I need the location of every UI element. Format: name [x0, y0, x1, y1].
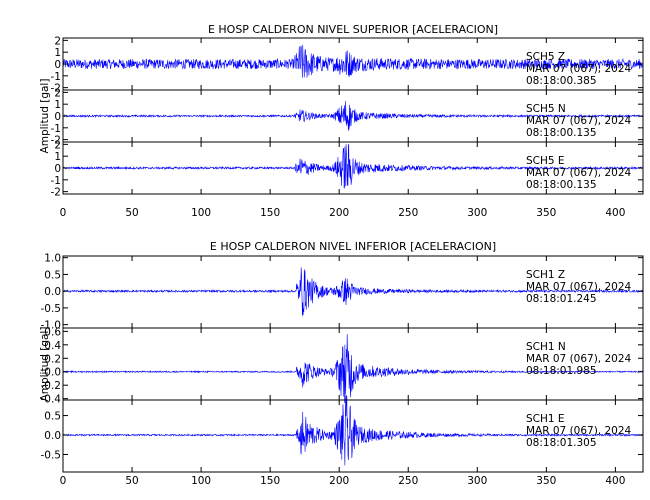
waveform-trace [62, 44, 644, 78]
station-label: SCH1 E [526, 413, 565, 425]
x-tick-label: 250 [398, 207, 418, 219]
y-axis-label: Amplitud [gal] [39, 79, 51, 154]
y-tick-label: 0.4 [44, 340, 61, 352]
station-label: SCH1 Z [526, 269, 565, 281]
date-label: MAR 07 (067), 2024 [526, 425, 632, 437]
x-tick-label: 400 [605, 207, 625, 219]
date-label: MAR 07 (067), 2024 [526, 353, 632, 365]
y-tick-label: -0.2 [41, 380, 62, 392]
x-tick-label: 150 [260, 207, 280, 219]
y-tick-label: -2 [51, 83, 61, 95]
y-tick-label: 0.5 [44, 411, 61, 423]
y-tick-label: 2 [54, 87, 61, 99]
x-tick-label: 200 [329, 207, 349, 219]
x-tick-label: 350 [536, 475, 556, 487]
y-tick-label: 1 [54, 47, 61, 59]
y-tick-label: 1 [54, 151, 61, 163]
waveform-trace [62, 101, 644, 131]
date-label: MAR 07 (067), 2024 [526, 63, 632, 75]
y-tick-label: 0.0 [44, 286, 61, 298]
waveform-trace [62, 143, 644, 189]
waveform-trace [62, 267, 644, 316]
x-tick-label: 0 [60, 475, 67, 487]
x-tick-label: 300 [467, 207, 487, 219]
x-tick-label: 400 [605, 475, 625, 487]
time-label: 08:18:00.135 [526, 179, 597, 191]
x-tick-label: 300 [467, 475, 487, 487]
y-tick-label: 0.5 [44, 269, 61, 281]
y-tick-label: 0.2 [44, 353, 61, 365]
time-label: 08:18:01.305 [526, 437, 597, 449]
waveform-trace [62, 334, 644, 404]
station-label: SCH1 N [526, 341, 566, 353]
y-tick-label: -1 [51, 175, 61, 187]
station-label: SCH5 Z [526, 51, 565, 63]
x-tick-label: 0 [60, 207, 67, 219]
y-tick-label: -0.4 [41, 394, 62, 406]
waveform-trace [62, 395, 644, 466]
y-tick-label: 1 [54, 99, 61, 111]
y-axis-label: Amplitud [gal] [39, 327, 51, 402]
x-tick-label: 150 [260, 475, 280, 487]
y-tick-label: -1.0 [41, 320, 62, 332]
x-tick-label: 100 [191, 475, 211, 487]
y-tick-label: -2 [51, 135, 61, 147]
y-tick-label: -2 [51, 187, 61, 199]
time-label: 08:18:00.135 [526, 127, 597, 139]
station-label: SCH5 N [526, 103, 566, 115]
x-tick-label: 250 [398, 475, 418, 487]
x-tick-label: 200 [329, 475, 349, 487]
y-tick-label: 2 [54, 139, 61, 151]
chart-2: E HOSP CALDERON NIVEL INFERIOR [ACELERAC… [39, 240, 644, 487]
y-tick-label: 2 [54, 35, 61, 47]
x-tick-label: 50 [125, 207, 138, 219]
y-tick-label: -1 [51, 71, 61, 83]
x-tick-label: 100 [191, 207, 211, 219]
y-tick-label: 0.6 [44, 326, 61, 338]
y-tick-label: 0 [54, 111, 61, 123]
x-tick-label: 350 [536, 207, 556, 219]
y-tick-label: 0.0 [44, 430, 61, 442]
time-label: 08:18:00.385 [526, 75, 597, 87]
chart-title: E HOSP CALDERON NIVEL SUPERIOR [ACELERAC… [208, 23, 498, 36]
chart-title: E HOSP CALDERON NIVEL INFERIOR [ACELERAC… [210, 240, 496, 253]
chart-1: E HOSP CALDERON NIVEL SUPERIOR [ACELERAC… [39, 23, 644, 219]
y-tick-label: 0 [54, 163, 61, 175]
y-tick-label: -0.5 [41, 303, 62, 315]
y-tick-label: -0.5 [41, 449, 62, 461]
time-label: 08:18:01.245 [526, 293, 597, 305]
y-tick-label: 1.0 [44, 253, 61, 265]
y-tick-label: 0 [54, 59, 61, 71]
time-label: 08:18:01.985 [526, 365, 597, 377]
y-tick-label: 0.0 [44, 367, 61, 379]
panel-frame [62, 399, 644, 473]
station-label: SCH5 E [526, 155, 565, 167]
date-label: MAR 07 (067), 2024 [526, 115, 632, 127]
date-label: MAR 07 (067), 2024 [526, 281, 632, 293]
x-tick-label: 50 [125, 475, 138, 487]
date-label: MAR 07 (067), 2024 [526, 167, 632, 179]
y-tick-label: -1 [51, 123, 61, 135]
